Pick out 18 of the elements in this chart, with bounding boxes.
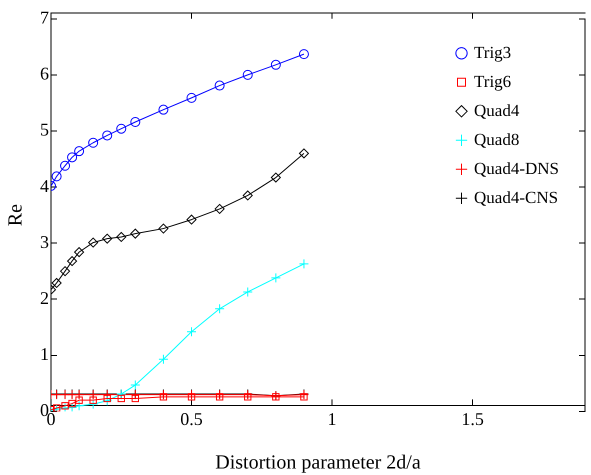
x-tick-label: 1 <box>328 408 337 429</box>
legend-label: Trig3 <box>474 42 512 62</box>
legend-label: Quad4-DNS <box>474 158 560 178</box>
legend-label: Quad4 <box>474 100 520 120</box>
x-tick-label: 0.5 <box>180 408 203 429</box>
y-tick-label: 1 <box>40 344 49 364</box>
legend-label: Quad8 <box>474 130 520 149</box>
y-tick-label: 2 <box>40 288 49 308</box>
y-axis-title: Re <box>4 204 26 226</box>
y-tick-label: 3 <box>40 232 49 252</box>
y-tick-label: 5 <box>40 120 49 140</box>
legend-label: Quad4-CNS <box>474 188 558 207</box>
x-axis-title: Distortion parameter 2d/a <box>215 451 421 474</box>
legend-label: Trig6 <box>474 72 512 91</box>
y-tick-label: 7 <box>40 8 49 28</box>
y-tick-label: 4 <box>40 176 49 196</box>
y-tick-label: 6 <box>40 64 49 84</box>
x-tick-label: 1.5 <box>461 408 484 429</box>
